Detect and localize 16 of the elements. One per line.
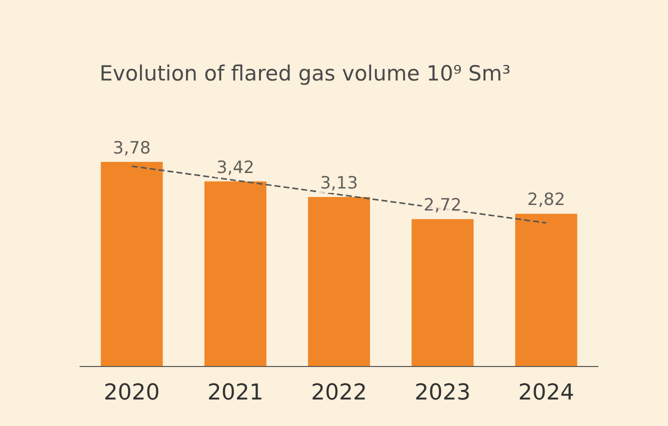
x-tick-label: 2024 bbox=[518, 380, 574, 406]
x-tick-label: 2021 bbox=[207, 380, 264, 406]
x-tick-label: 2023 bbox=[414, 380, 471, 406]
x-tick-label: 2020 bbox=[104, 380, 160, 406]
data-label: 3,42 bbox=[216, 158, 254, 178]
data-label: 2,82 bbox=[527, 190, 566, 210]
bar bbox=[515, 214, 578, 366]
data-label: 3,78 bbox=[112, 138, 151, 158]
bar bbox=[412, 219, 474, 366]
bar bbox=[308, 196, 370, 366]
data-label: 2,72 bbox=[424, 196, 462, 216]
x-tick-label: 2022 bbox=[311, 380, 367, 406]
bar bbox=[204, 181, 266, 366]
chart-title: Evolution of flared gas volume 10⁹ Sm³ bbox=[99, 62, 511, 86]
bar bbox=[100, 162, 163, 366]
data-label: 3,13 bbox=[320, 173, 358, 194]
